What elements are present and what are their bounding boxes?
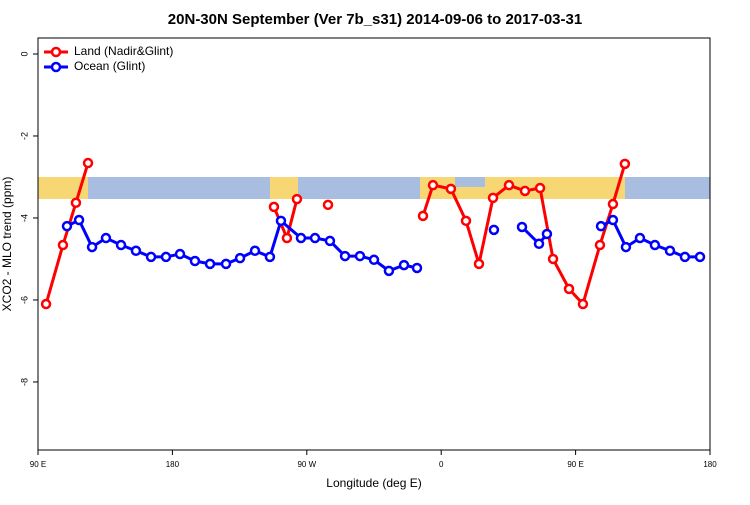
point <box>577 298 589 310</box>
point <box>460 215 472 227</box>
point <box>383 265 395 277</box>
point <box>70 197 82 209</box>
y-axis-label: XCO2 - MLO trend (ppm) <box>0 177 14 312</box>
plot-frame <box>37 37 711 451</box>
point <box>130 245 142 257</box>
point <box>398 259 410 271</box>
point <box>664 245 676 257</box>
point <box>339 250 351 262</box>
point <box>115 239 127 251</box>
point <box>533 238 545 250</box>
point <box>595 220 607 232</box>
point <box>295 232 307 244</box>
y-tick-label: -8 <box>19 378 29 386</box>
x-tick-label: 0 <box>439 460 444 469</box>
point <box>40 298 52 310</box>
y-tick-label: 0 <box>19 51 29 56</box>
point <box>487 192 499 204</box>
point <box>291 193 303 205</box>
point <box>264 251 276 263</box>
point <box>57 239 69 251</box>
point <box>249 245 261 257</box>
point <box>516 221 528 233</box>
point <box>488 224 500 236</box>
point <box>145 251 157 263</box>
legend-marker <box>50 46 62 58</box>
point <box>100 232 112 244</box>
point <box>160 251 172 263</box>
point <box>694 251 706 263</box>
map-strip <box>38 177 710 199</box>
point <box>563 283 575 295</box>
point <box>354 250 366 262</box>
x-tick-label: 90 W <box>297 460 316 469</box>
point <box>541 228 553 240</box>
point <box>634 232 646 244</box>
point <box>82 157 94 169</box>
x-tick-label: 180 <box>703 460 717 469</box>
point <box>73 214 85 226</box>
point <box>268 201 280 213</box>
point <box>619 158 631 170</box>
x-tick-label: 90 E <box>30 460 46 469</box>
point <box>204 258 216 270</box>
point <box>322 199 334 211</box>
point <box>234 252 246 264</box>
point <box>534 182 546 194</box>
y-tick-label: -2 <box>19 132 29 140</box>
point <box>189 255 201 267</box>
point <box>324 235 336 247</box>
chart-title: 20N-30N September (Ver 7b_s31) 2014-09-0… <box>168 11 582 28</box>
point <box>427 179 439 191</box>
point <box>620 241 632 253</box>
legend-marker <box>50 61 62 73</box>
point <box>220 258 232 270</box>
point <box>607 214 619 226</box>
point <box>503 179 515 191</box>
legend-label: Ocean (Glint) <box>74 59 145 73</box>
point <box>174 248 186 260</box>
point <box>61 220 73 232</box>
point <box>519 185 531 197</box>
x-tick-label: 90 E <box>567 460 583 469</box>
point <box>594 239 606 251</box>
point <box>309 232 321 244</box>
point <box>275 215 287 227</box>
point <box>281 232 293 244</box>
y-tick-label: -6 <box>19 296 29 304</box>
point <box>417 210 429 222</box>
point <box>473 258 485 270</box>
point <box>679 251 691 263</box>
point <box>86 241 98 253</box>
point <box>649 239 661 251</box>
y-tick-label: -4 <box>19 214 29 222</box>
x-tick-label: 180 <box>166 460 180 469</box>
point <box>547 253 559 265</box>
point <box>445 183 457 195</box>
legend-label: Land (Nadir&Glint) <box>74 44 173 58</box>
point <box>607 198 619 210</box>
x-axis-label: Longitude (deg E) <box>326 476 421 490</box>
point <box>411 262 423 274</box>
point <box>368 254 380 266</box>
